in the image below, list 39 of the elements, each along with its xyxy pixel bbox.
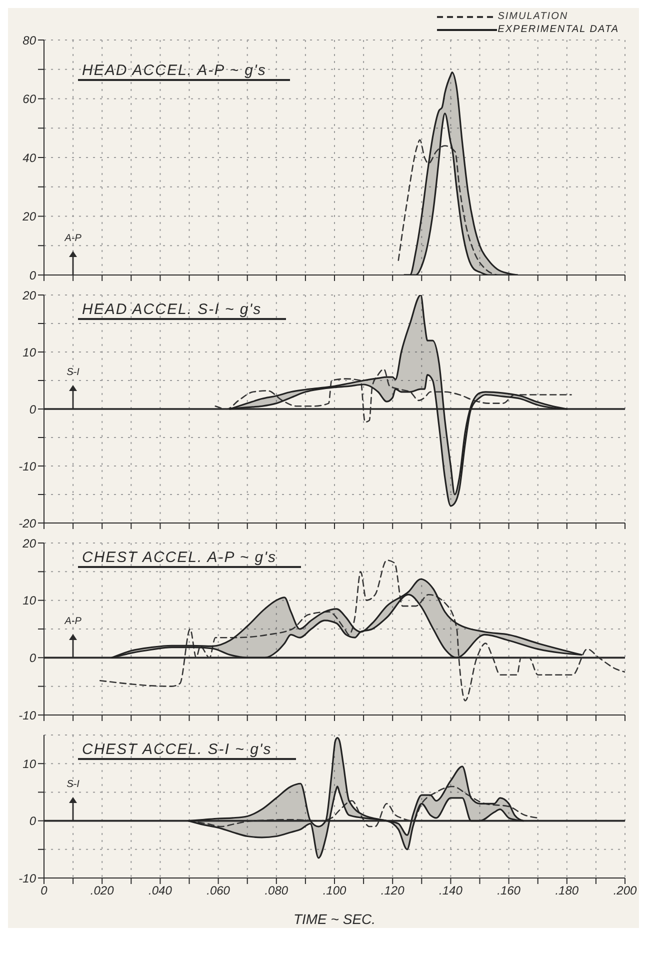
y-tick-label: -10 — [18, 708, 36, 722]
x-tick-label: .140 — [439, 884, 463, 898]
y-tick-label: -20 — [18, 516, 36, 530]
y-tick-label: 40 — [22, 150, 36, 165]
y-tick-label: 80 — [22, 33, 36, 48]
x-tick-label: .200 — [613, 884, 637, 898]
y-tick-label: 10 — [22, 345, 36, 360]
text: SIMULATION — [498, 11, 568, 22]
chart-title: CHEST ACCEL. A-P ~ g's — [78, 549, 300, 568]
y-tick-label: 0 — [29, 268, 36, 282]
chart-title: CHEST ACCEL. S-I ~ g's — [78, 741, 296, 760]
annotation: S-I — [66, 778, 80, 790]
x-tick-label: .080 — [264, 884, 288, 898]
y-tick-label: 0 — [29, 402, 36, 416]
y-tick-label: -10 — [18, 871, 36, 886]
y-tick-label: 20 — [22, 288, 36, 302]
annotation: S-I — [66, 367, 80, 378]
y-tick-label: 10 — [22, 594, 36, 608]
text: EXPERIMENTAL DATA — [498, 24, 619, 35]
x-tick-label: .160 — [497, 884, 521, 898]
annotation: A-P — [63, 616, 82, 627]
y-tick-label: 0 — [29, 814, 36, 828]
annotation: A-P — [63, 233, 82, 244]
y-tick-label: 0 — [29, 650, 36, 665]
x-tick-label: 0 — [40, 884, 48, 898]
x-tick-label: .020 — [90, 884, 114, 898]
y-tick-label: 20 — [22, 536, 36, 550]
x-tick-label: .100 — [322, 884, 346, 898]
x-tick-label: .120 — [380, 884, 405, 898]
x-tick-label: .180 — [555, 884, 579, 898]
y-tick-label: -10 — [18, 459, 36, 474]
x-tick-label: .040 — [148, 884, 172, 898]
y-tick-label: 20 — [22, 210, 36, 224]
x-tick-label: .060 — [206, 884, 230, 898]
text: HEAD ACCEL. A-P ~ g's — [78, 62, 290, 81]
chart-title: HEAD ACCEL. S-I ~ g's — [78, 301, 286, 320]
x-axis-title: TIME ~ SEC. — [293, 911, 376, 927]
y-tick-label: 10 — [22, 756, 36, 771]
y-tick-label: 60 — [22, 92, 36, 106]
